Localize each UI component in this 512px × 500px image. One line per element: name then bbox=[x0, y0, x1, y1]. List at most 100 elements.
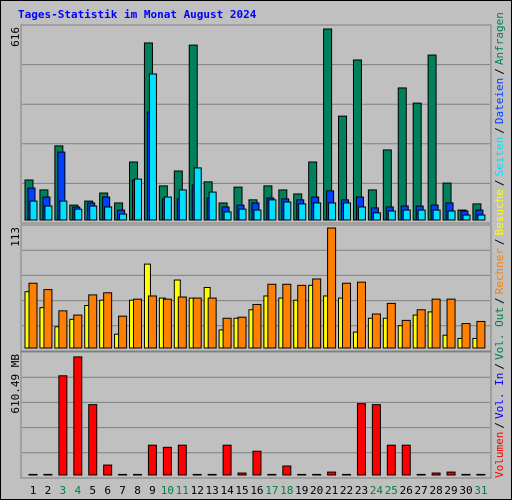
bar bbox=[342, 282, 352, 349]
x-tick-label: 23 bbox=[355, 484, 368, 497]
bar bbox=[148, 73, 157, 221]
y-tick-label: 113 bbox=[9, 227, 22, 247]
x-tick-label: 22 bbox=[340, 484, 353, 497]
x-tick-label: 28 bbox=[429, 484, 442, 497]
bar bbox=[147, 444, 157, 476]
legend-separator: / bbox=[493, 238, 506, 245]
bar bbox=[462, 214, 471, 221]
bar bbox=[207, 297, 217, 349]
bar bbox=[28, 282, 38, 349]
bar bbox=[371, 313, 381, 349]
bar bbox=[119, 213, 128, 221]
bar bbox=[237, 472, 247, 476]
bar bbox=[177, 296, 187, 349]
bar bbox=[342, 473, 352, 476]
panel bbox=[20, 24, 492, 224]
bar bbox=[252, 303, 262, 349]
bar bbox=[74, 208, 83, 221]
bar bbox=[476, 473, 486, 476]
bar bbox=[298, 203, 307, 221]
bar bbox=[207, 473, 217, 476]
bar bbox=[59, 200, 68, 221]
bar bbox=[43, 289, 53, 349]
bar bbox=[431, 472, 441, 476]
y-tick-label: 610.49 MB bbox=[9, 354, 22, 414]
bar bbox=[356, 403, 366, 476]
bar bbox=[416, 473, 426, 476]
bar bbox=[352, 59, 362, 221]
bar bbox=[133, 298, 143, 349]
bar bbox=[297, 284, 307, 349]
bar bbox=[312, 473, 322, 476]
x-tick-label: 29 bbox=[444, 484, 457, 497]
x-tick-label: 26 bbox=[400, 484, 413, 497]
bar bbox=[177, 444, 187, 476]
legend-separator: / bbox=[493, 297, 506, 304]
bar bbox=[43, 473, 53, 476]
bar bbox=[89, 205, 98, 221]
x-tick-label: 2 bbox=[45, 484, 52, 497]
bar bbox=[162, 446, 172, 476]
x-tick-label: 11 bbox=[176, 484, 189, 497]
x-tick-label: 17 bbox=[265, 484, 278, 497]
bar bbox=[58, 375, 68, 476]
bar bbox=[118, 473, 128, 476]
bar bbox=[223, 211, 232, 221]
bar bbox=[401, 444, 411, 476]
legend-entry: Anfragen bbox=[493, 12, 506, 65]
legend-entry: Vol. In bbox=[493, 373, 506, 419]
legend-separator: / bbox=[493, 68, 506, 75]
bar bbox=[73, 356, 83, 476]
x-tick-label: 30 bbox=[459, 484, 472, 497]
x-tick-label: 10 bbox=[161, 484, 174, 497]
bar bbox=[477, 214, 486, 221]
bar bbox=[412, 102, 422, 221]
bar bbox=[267, 283, 277, 349]
bar bbox=[297, 473, 307, 476]
x-tick-label: 18 bbox=[280, 484, 293, 497]
bar bbox=[313, 202, 322, 221]
bar bbox=[461, 473, 471, 476]
bar bbox=[416, 309, 426, 349]
x-tick-label: 27 bbox=[415, 484, 428, 497]
x-tick-label: 19 bbox=[295, 484, 308, 497]
bar bbox=[88, 404, 98, 476]
bar bbox=[327, 227, 337, 349]
bar bbox=[267, 473, 277, 476]
legend-separator: / bbox=[493, 179, 506, 186]
legend-separator: / bbox=[493, 363, 506, 370]
bar bbox=[208, 191, 217, 221]
bar bbox=[193, 167, 202, 221]
bar bbox=[446, 471, 456, 476]
bar bbox=[372, 212, 381, 221]
x-tick-label: 25 bbox=[385, 484, 398, 497]
bar bbox=[397, 87, 407, 221]
x-tick-label: 5 bbox=[89, 484, 96, 497]
x-tick-label: 15 bbox=[235, 484, 248, 497]
bar bbox=[192, 297, 202, 349]
x-tick-label: 7 bbox=[119, 484, 126, 497]
bar bbox=[312, 278, 322, 349]
panel bbox=[20, 224, 492, 352]
bar bbox=[282, 283, 292, 349]
bar bbox=[253, 209, 262, 221]
bar bbox=[58, 310, 68, 349]
x-tick-label: 31 bbox=[474, 484, 487, 497]
x-tick-label: 20 bbox=[310, 484, 323, 497]
bar bbox=[88, 294, 98, 349]
bar bbox=[432, 209, 441, 221]
bar bbox=[446, 298, 456, 349]
legend-entry: Volumen bbox=[493, 432, 506, 478]
bar bbox=[461, 323, 471, 349]
bar bbox=[73, 314, 83, 349]
bar bbox=[103, 292, 113, 349]
bar bbox=[28, 473, 38, 476]
bar bbox=[104, 206, 113, 221]
x-tick-label: 9 bbox=[149, 484, 156, 497]
bar bbox=[147, 295, 157, 349]
bar bbox=[387, 210, 396, 221]
bar bbox=[118, 315, 128, 349]
legend-separator: / bbox=[493, 127, 506, 134]
legend-entry: Seiten bbox=[493, 137, 506, 177]
